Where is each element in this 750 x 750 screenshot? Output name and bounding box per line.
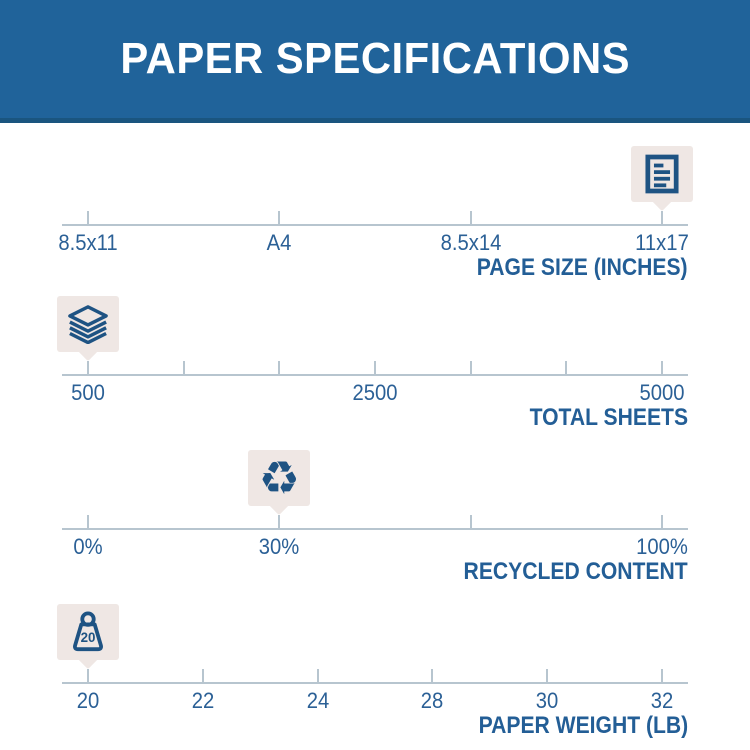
tick xyxy=(278,515,281,528)
tick xyxy=(661,211,663,224)
marker-badge-total-sheets xyxy=(57,296,119,362)
tick xyxy=(278,211,281,224)
scale-title: PAPER WEIGHT (LB) xyxy=(478,712,688,739)
tick xyxy=(87,361,89,374)
scale-title: TOTAL SHEETS xyxy=(529,404,688,431)
scale-line xyxy=(62,374,688,376)
paper-stack-icon xyxy=(68,305,108,344)
scale-line xyxy=(62,528,688,530)
marker-badge-page-size xyxy=(631,146,693,212)
weight-icon-text: 20 xyxy=(81,630,96,645)
tick xyxy=(87,515,89,528)
tick-label: 100% xyxy=(636,534,688,559)
tick-label: 30 xyxy=(535,688,559,713)
tick-label: 20 xyxy=(76,688,100,713)
scale-line xyxy=(62,682,688,684)
marker-badge-recycled-content: ♻ xyxy=(248,450,311,516)
tick xyxy=(201,669,204,682)
tick xyxy=(469,361,472,374)
tick xyxy=(661,669,663,682)
tick-label: A4 xyxy=(266,230,292,255)
tick xyxy=(661,515,663,528)
tick-label: 24 xyxy=(306,688,329,713)
tick-label: 0% xyxy=(73,534,103,559)
scale-title: PAGE SIZE (INCHES) xyxy=(477,254,688,281)
tick-label: 500 xyxy=(71,380,105,405)
tick-label: 32 xyxy=(650,688,674,713)
tick xyxy=(565,361,568,374)
tick-label: 28 xyxy=(421,688,444,713)
scale-title: RECYCLED CONTENT xyxy=(463,558,688,585)
tick-label: 5000 xyxy=(639,380,685,405)
tick xyxy=(316,669,319,682)
scale-line xyxy=(62,224,688,226)
document-icon xyxy=(645,154,679,194)
tick-label: 8.5x11 xyxy=(58,230,118,255)
tick xyxy=(546,669,549,682)
tick-label: 22 xyxy=(191,688,215,713)
tick xyxy=(87,669,89,682)
recycle-icon: ♻ xyxy=(258,451,300,505)
tick xyxy=(87,211,89,224)
tick-label: 2500 xyxy=(352,380,398,405)
weight-icon: 20 xyxy=(73,611,103,652)
page-title: PAPER SPECIFICATIONS xyxy=(120,34,630,83)
tick xyxy=(661,361,663,374)
tick-label: 8.5x14 xyxy=(440,230,502,255)
header-banner: PAPER SPECIFICATIONS xyxy=(0,0,750,123)
marker-badge-paper-weight: 20 xyxy=(57,604,119,670)
tick xyxy=(431,669,434,682)
tick xyxy=(469,211,472,224)
tick-label: 11x17 xyxy=(635,230,689,255)
tick xyxy=(278,361,281,374)
tick xyxy=(469,515,472,528)
tick xyxy=(374,361,376,374)
tick xyxy=(182,361,185,374)
tick-label: 30% xyxy=(259,534,300,559)
